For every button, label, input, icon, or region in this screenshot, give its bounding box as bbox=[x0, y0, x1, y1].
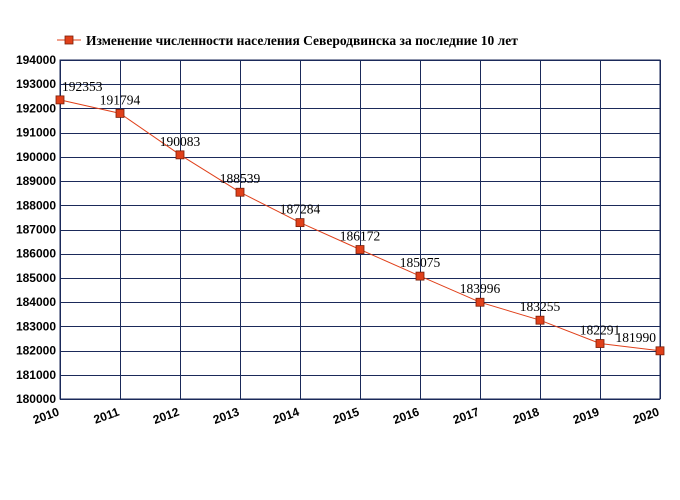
y-tick-label: 190000 bbox=[16, 150, 56, 164]
data-label: 188539 bbox=[220, 171, 261, 186]
data-point bbox=[475, 297, 485, 307]
data-label: 186172 bbox=[340, 229, 381, 244]
x-tick-label: 2014 bbox=[271, 405, 301, 427]
x-tick-label: 2013 bbox=[211, 405, 241, 427]
y-tick-label: 191000 bbox=[16, 126, 56, 140]
x-tick-label: 2017 bbox=[451, 405, 481, 427]
y-tick-label: 181000 bbox=[16, 368, 56, 382]
y-tick-label: 184000 bbox=[16, 295, 56, 309]
data-label: 183255 bbox=[520, 299, 561, 314]
data-point bbox=[355, 245, 365, 254]
y-tick-label: 186000 bbox=[16, 247, 56, 261]
chart-grid bbox=[59, 59, 661, 400]
data-label: 182291 bbox=[580, 323, 621, 338]
x-tick-label: 2018 bbox=[511, 405, 541, 427]
x-tick-label: 2019 bbox=[571, 405, 601, 427]
x-tick-label: 2016 bbox=[391, 405, 421, 427]
legend-label: Изменение численности населения Северодв… bbox=[86, 33, 518, 48]
data-point bbox=[415, 271, 425, 281]
chart-legend: Изменение численности населения Северодв… bbox=[57, 33, 518, 48]
data-label: 187284 bbox=[280, 202, 321, 217]
series-population bbox=[55, 95, 665, 356]
data-point bbox=[55, 95, 65, 105]
data-label: 191794 bbox=[100, 92, 141, 107]
x-tick-label: 2012 bbox=[151, 405, 181, 427]
y-tick-label: 182000 bbox=[16, 344, 56, 358]
x-tick-label: 2020 bbox=[631, 405, 661, 427]
y-tick-label: 192000 bbox=[16, 101, 56, 115]
y-tick-label: 189000 bbox=[16, 174, 56, 188]
y-tick-label: 183000 bbox=[16, 319, 56, 333]
x-tick-label: 2015 bbox=[331, 405, 361, 427]
data-label: 185075 bbox=[400, 255, 441, 270]
data-point bbox=[535, 315, 545, 325]
data-label: 190083 bbox=[160, 134, 201, 149]
y-tick-label: 188000 bbox=[16, 198, 56, 212]
data-point bbox=[295, 218, 305, 228]
data-label: 183996 bbox=[460, 281, 501, 296]
x-tick-label: 2011 bbox=[92, 405, 122, 427]
y-tick-label: 193000 bbox=[16, 77, 56, 91]
y-tick-label: 194000 bbox=[16, 53, 56, 67]
legend-marker bbox=[64, 35, 74, 45]
data-point bbox=[655, 346, 665, 356]
data-point bbox=[175, 150, 185, 160]
y-tick-label: 185000 bbox=[16, 271, 56, 285]
x-tick-label: 2010 bbox=[31, 405, 61, 427]
data-label: 181990 bbox=[616, 330, 657, 345]
data-point bbox=[595, 339, 605, 348]
y-tick-label: 187000 bbox=[16, 223, 56, 237]
x-axis-ticks: 2010 2011 2012 2013 2014 2015 2016 2017 2018 2019… bbox=[31, 405, 661, 427]
y-tick-label: 180000 bbox=[16, 392, 56, 406]
data-label: 192353 bbox=[62, 79, 103, 94]
data-point bbox=[235, 187, 245, 197]
y-axis-ticks: 180000 181000 182000 183000 184000 185000 1860… bbox=[16, 53, 56, 406]
data-point bbox=[115, 109, 125, 118]
